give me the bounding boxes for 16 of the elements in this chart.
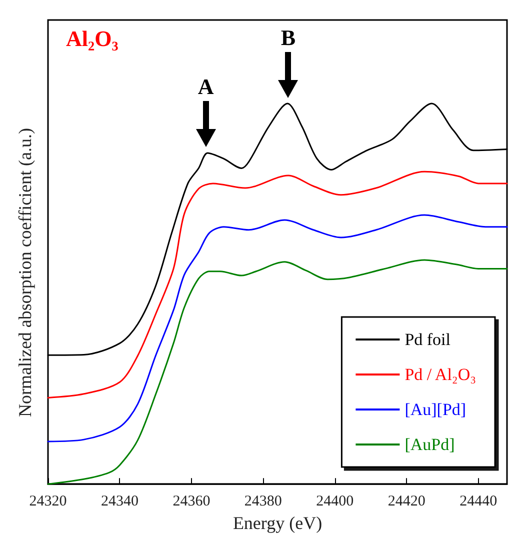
x-tick-label: 24420 <box>388 494 426 510</box>
x-tick-label: 24380 <box>244 494 282 510</box>
legend-label: Pd foil <box>404 330 451 349</box>
x-tick-label: 24400 <box>316 494 354 510</box>
legend-label: [Au][Pd] <box>404 400 466 419</box>
x-tick-label: 24320 <box>29 494 67 510</box>
x-tick-label: 24360 <box>172 494 210 510</box>
y-axis-title: Normalized absorption coefficient (a.u.) <box>15 128 35 418</box>
x-tick-label: 24440 <box>460 494 498 510</box>
legend-label: Pd / Al₂O₃ <box>404 365 476 384</box>
annotation: B <box>280 24 297 50</box>
text: Al₂O₃ <box>66 26 118 52</box>
x-axis-title: Energy (eV) <box>232 513 322 533</box>
x-tick-label: 24340 <box>100 494 138 510</box>
legend-label: [AuPd] <box>404 435 455 454</box>
annotation: A <box>196 74 215 99</box>
